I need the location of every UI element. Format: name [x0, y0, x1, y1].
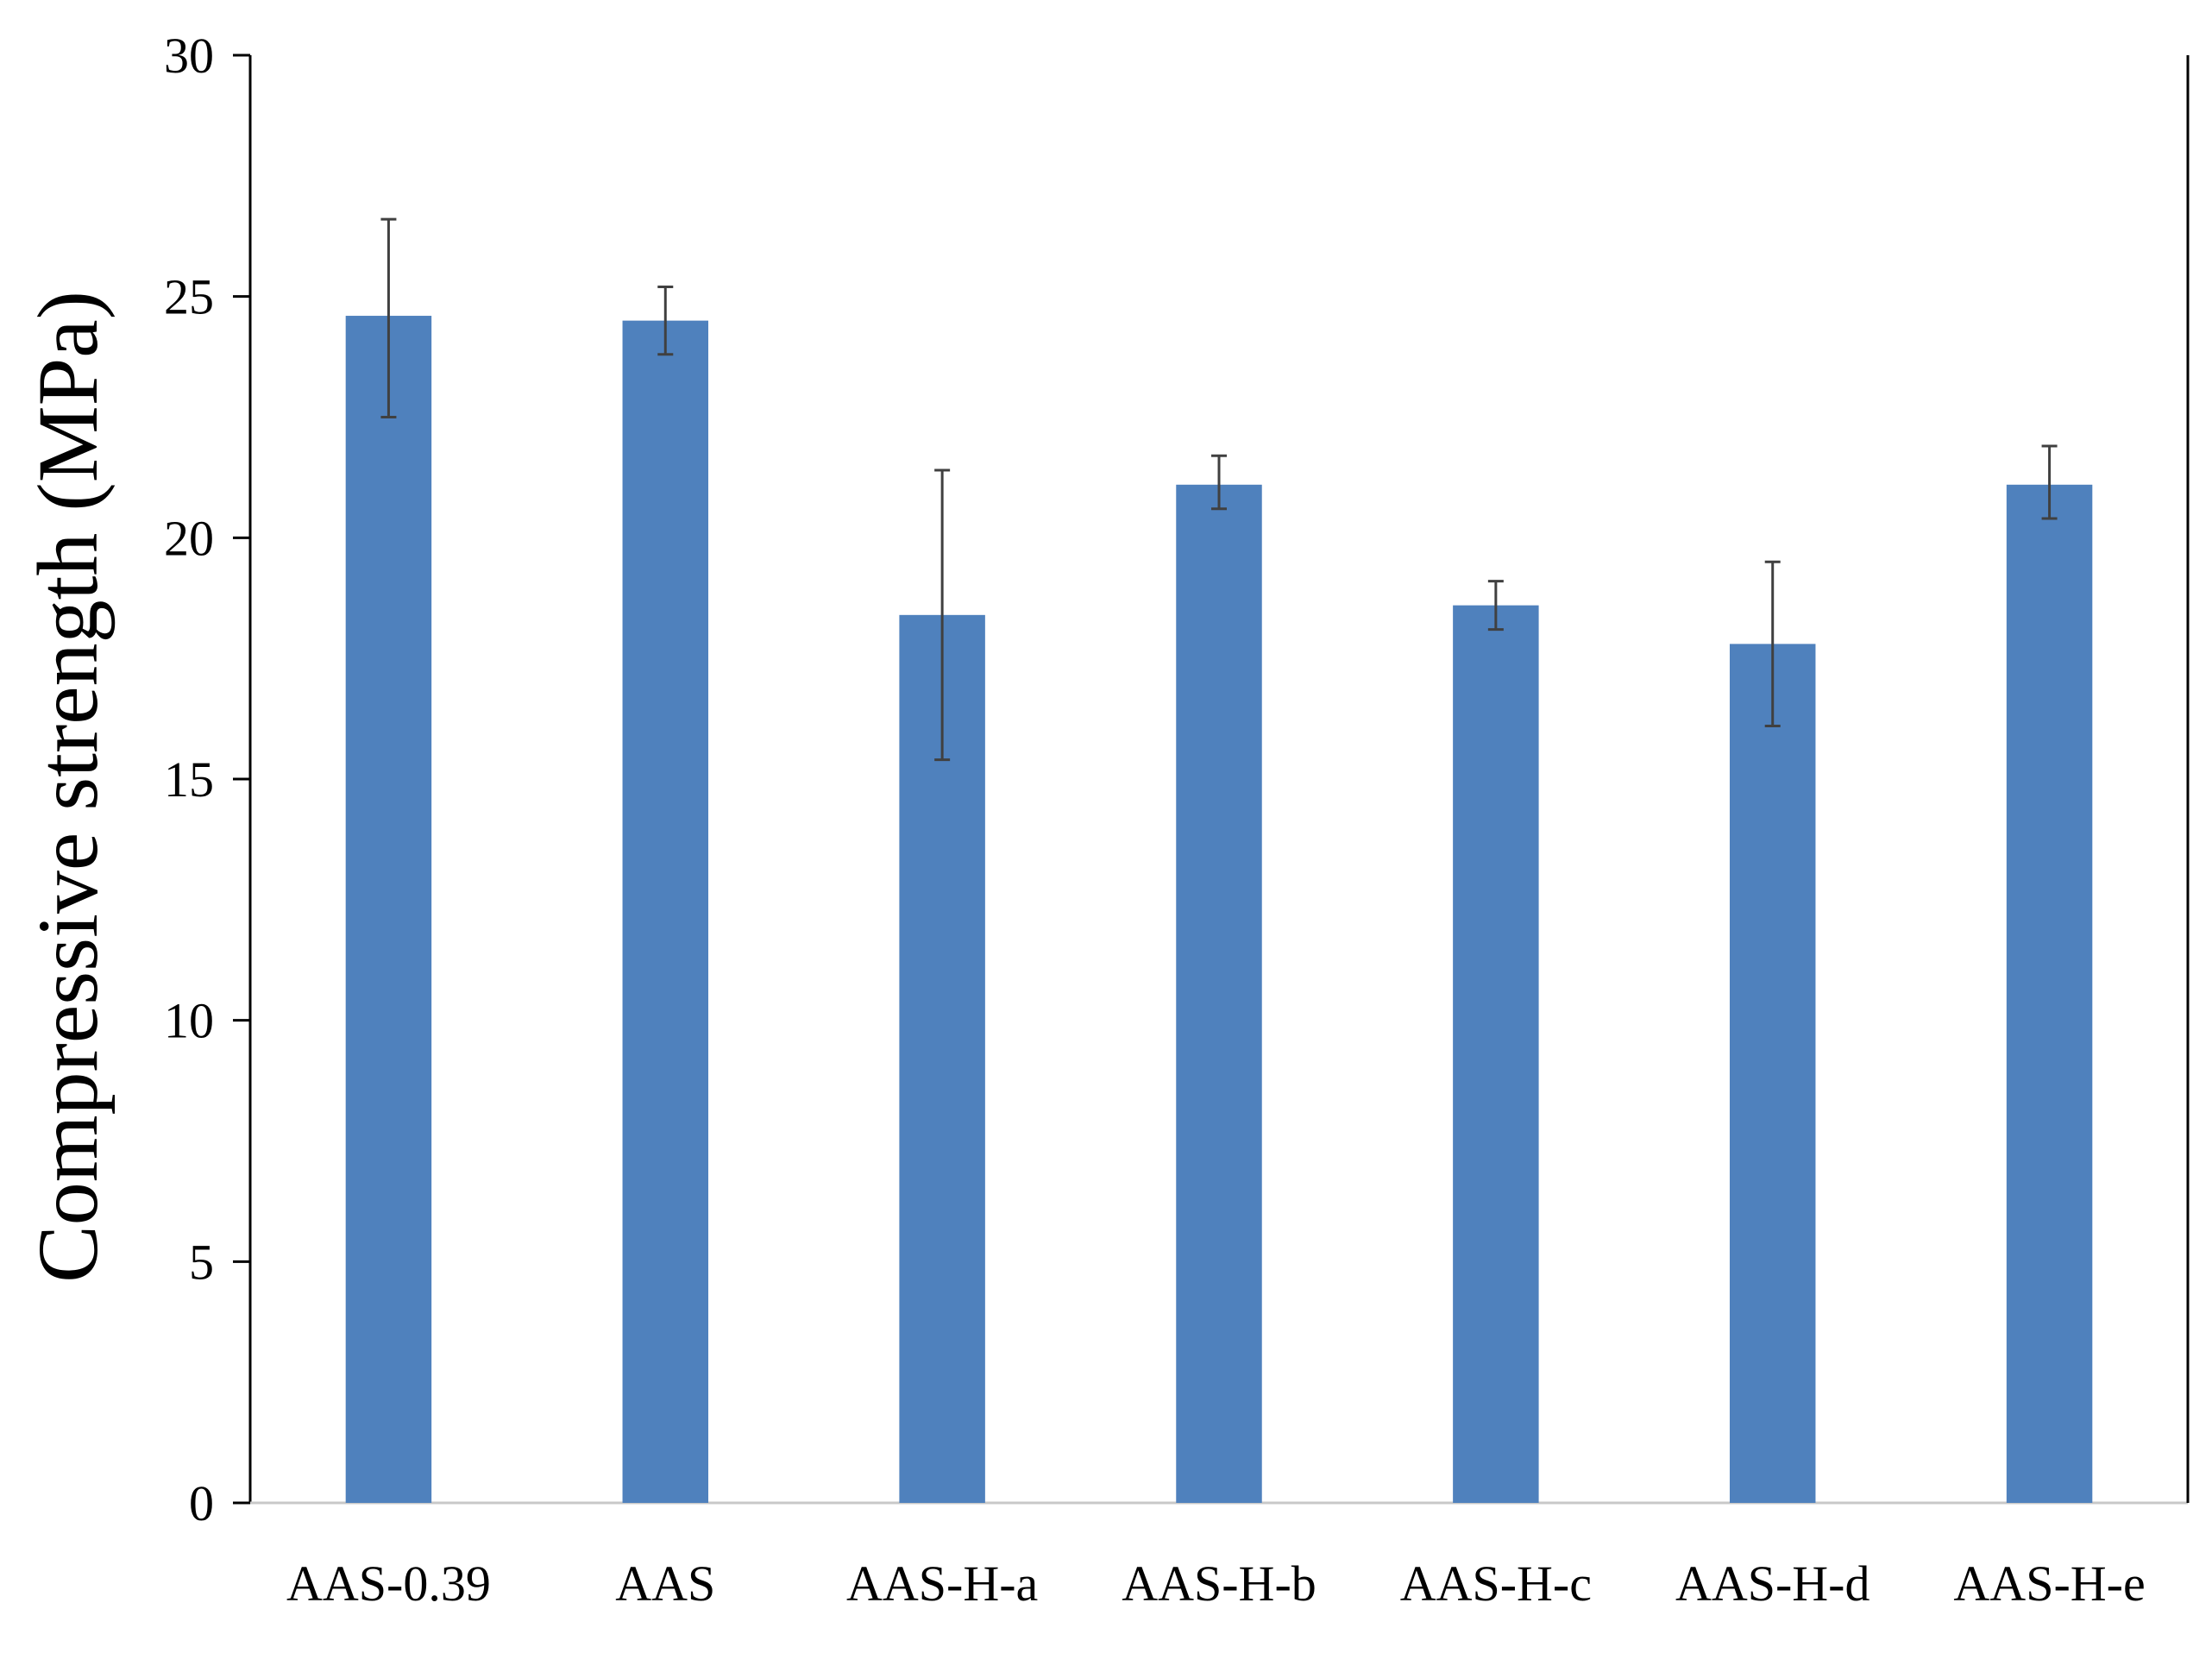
y-tick-label: 30 — [164, 28, 214, 84]
bar — [1729, 644, 1816, 1503]
bar — [622, 320, 709, 1504]
bar — [2006, 484, 2093, 1503]
error-bars — [380, 217, 2058, 762]
y-tick-label: 5 — [189, 1234, 214, 1290]
x-tick-label: AAS — [615, 1556, 715, 1612]
y-tick-label: 25 — [164, 269, 214, 325]
bar — [899, 614, 985, 1503]
x-axis-labels: AAS-0.39 AAS AAS-H-a AAS-H-b AAS-H-c AAS-H-d A… — [286, 1556, 2146, 1612]
y-tick-label: 15 — [164, 751, 214, 808]
x-tick-label: AAS-0.39 — [286, 1556, 491, 1612]
y-tick-label: 20 — [164, 510, 214, 566]
y-tick-label: 0 — [189, 1475, 214, 1531]
y-tick-label: 10 — [164, 993, 214, 1049]
bar — [345, 316, 432, 1503]
x-tick-label: AAS-H-c — [1400, 1556, 1592, 1612]
bar — [1453, 605, 1539, 1503]
bar — [1176, 484, 1262, 1503]
x-tick-label: AAS-H-e — [1953, 1556, 2145, 1612]
x-tick-label: AAS-H-b — [1122, 1556, 1317, 1612]
y-axis-ticks: 0 5 10 15 20 25 30 — [164, 28, 250, 1531]
bars — [345, 316, 2093, 1504]
x-tick-label: AAS-H-a — [846, 1556, 1038, 1612]
x-tick-label: AAS-H-d — [1675, 1556, 1870, 1612]
y-axis-title: Compressive strength (MPa) — [20, 291, 116, 1283]
